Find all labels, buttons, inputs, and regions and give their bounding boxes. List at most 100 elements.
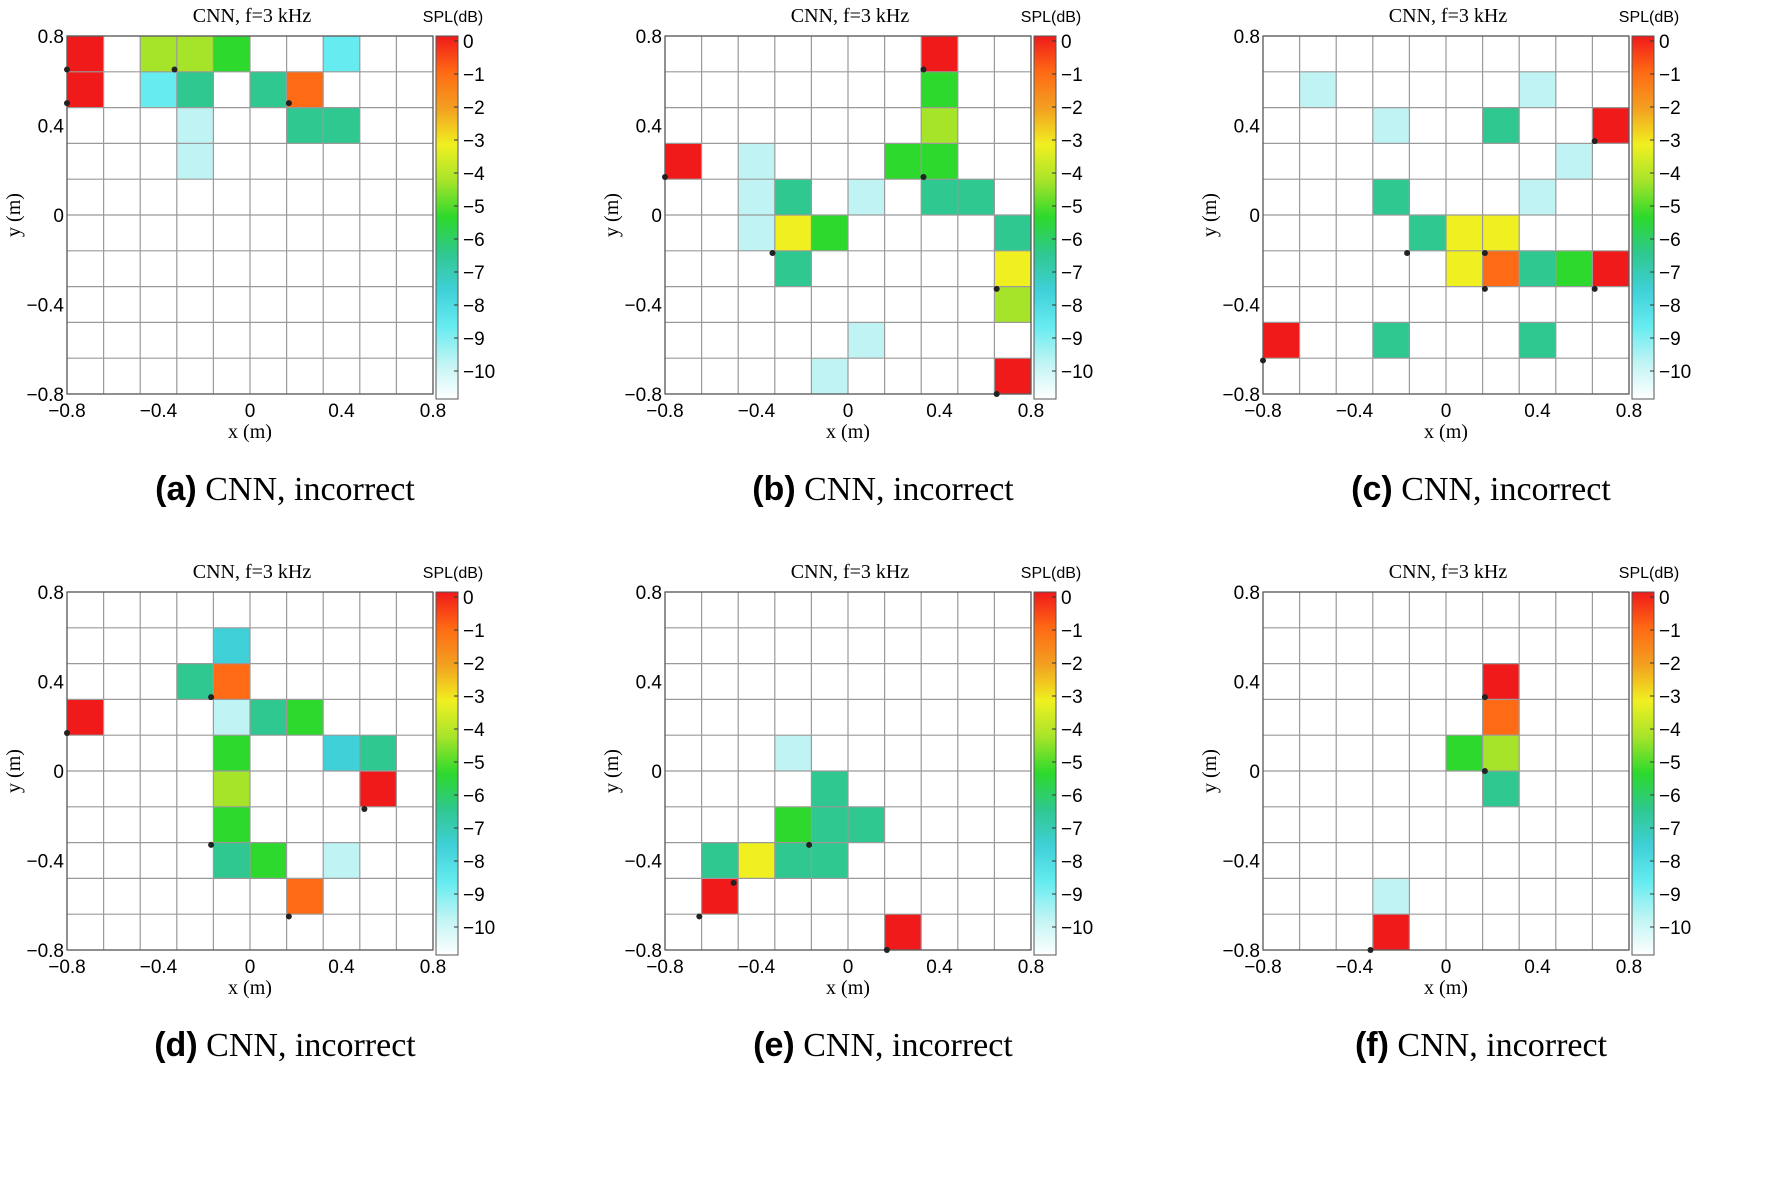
source-marker [696,913,703,920]
plot-frame [1262,591,1630,951]
source-marker [920,66,927,73]
source-marker [64,66,70,73]
colorbar-tick-label: −3 [1659,131,1681,152]
heatmap-cell [359,735,397,771]
heatmap-cell [213,842,250,879]
subfigure-caption: (d) CNN, incorrect [154,1026,416,1064]
heatmap-cell [1482,107,1520,144]
heatmap-cell [1482,771,1520,807]
heatmap-cell [1592,250,1629,287]
heatmap-cell [359,771,397,807]
y-axis-label: y (m) [1199,749,1221,793]
x-tick-label: −0.4 [1336,401,1374,422]
caption-space [198,1027,207,1064]
source-marker [1404,250,1411,257]
subfigure-caption-text: CNN, incorrect [803,1027,1013,1064]
y-tick-label: 0.8 [38,583,64,604]
heatmap-cell [811,215,848,251]
colorbar [1033,35,1057,400]
colorbar-tick-label: −1 [1061,65,1083,86]
subfigure-caption: (f) CNN, incorrect [1355,1026,1608,1064]
x-tick-label: −0.4 [140,401,178,422]
x-tick-label: −0.4 [140,957,178,978]
x-axis-label: x (m) [826,977,870,999]
x-tick-label: 0 [245,401,256,422]
subfigure-letter: (f) [1355,1026,1389,1064]
source-marker [769,250,776,257]
caption-space [795,1027,804,1064]
source-marker [730,879,737,886]
x-axis-label: x (m) [1424,421,1468,443]
caption-space [796,471,805,508]
plot-frame [664,35,1032,395]
x-tick-label: 0.8 [420,401,446,422]
plot-frame [1262,35,1630,395]
y-tick-label: −0.8 [1222,941,1260,962]
heatmap-cell [811,771,848,807]
y-tick-label: 0 [53,762,64,783]
subfigure-caption-text: CNN, incorrect [804,471,1014,508]
x-tick-label: 0.4 [328,401,355,422]
source-marker [1481,768,1488,774]
y-tick-label: 0.4 [636,673,663,694]
source-marker [1367,947,1374,953]
heatmap-cell [1372,322,1410,359]
source-marker [993,391,1000,397]
colorbar-tick-label: −6 [1659,230,1681,251]
colorbar-tick-label: −4 [463,720,485,741]
plot-title: CNN, f=3 kHz [193,5,312,27]
colorbar-tick-label: 0 [1659,32,1670,53]
plot-title: CNN, f=3 kHz [1389,561,1508,583]
x-tick-label: 0 [843,957,854,978]
source-marker [920,173,927,180]
heatmap-cell [884,143,922,180]
colorbar-tick-label: −6 [463,230,485,251]
heatmap-cell [957,179,995,215]
heatmap-cell [1299,71,1337,108]
y-tick-label: −0.8 [624,385,662,406]
colorbar-label: SPL(dB) [1021,565,1081,582]
heatmap-cell [286,699,324,736]
heatmap-cell [140,36,177,72]
colorbar-tick-label: 0 [1061,32,1072,53]
heatmap-cell [1482,250,1520,287]
y-axis-label: y (m) [1199,193,1221,237]
colorbar-tick-label: −5 [1061,197,1083,218]
heatmap-cell [176,71,214,108]
x-tick-label: −0.4 [738,957,776,978]
colorbar-tick-label: −4 [463,164,485,185]
x-tick-label: −0.8 [1244,957,1282,978]
heatmap-cell [1519,179,1556,215]
source-marker [285,100,292,107]
heatmap-cell [286,878,324,915]
y-axis-label: y (m) [3,193,25,237]
x-tick-label: 0.8 [1616,957,1642,978]
subfigure-letter: (e) [753,1026,795,1064]
source-marker [361,806,368,813]
heatmap-cell [1372,107,1410,144]
x-tick-label: −0.8 [1244,401,1282,422]
colorbar-tick-label: −3 [463,687,485,708]
heatmap-cell [250,699,287,736]
y-tick-label: −0.8 [1222,385,1260,406]
colorbar-tick-label: −3 [1659,687,1681,708]
colorbar-tick-label: −4 [1061,164,1083,185]
source-marker [1481,250,1488,257]
heatmap-cell [323,36,360,72]
colorbar-tick-label: −6 [1061,230,1083,251]
colorbar-tick-label: −2 [1659,654,1681,675]
caption-space [1393,471,1402,508]
colorbar-tick-label: −2 [463,654,485,675]
heatmap-cell [213,771,250,807]
colorbar-tick-label: −6 [463,786,485,807]
y-tick-label: 0.8 [38,27,64,48]
y-tick-label: 0.4 [636,117,663,138]
plot-title: CNN, f=3 kHz [791,561,910,583]
heatmap-cell [1519,322,1556,359]
source-marker [285,913,292,920]
heatmap-cell [738,215,775,251]
y-tick-label: 0 [651,762,662,783]
heatmap-cell [848,322,885,359]
colorbar-tick-label: −5 [1061,753,1083,774]
